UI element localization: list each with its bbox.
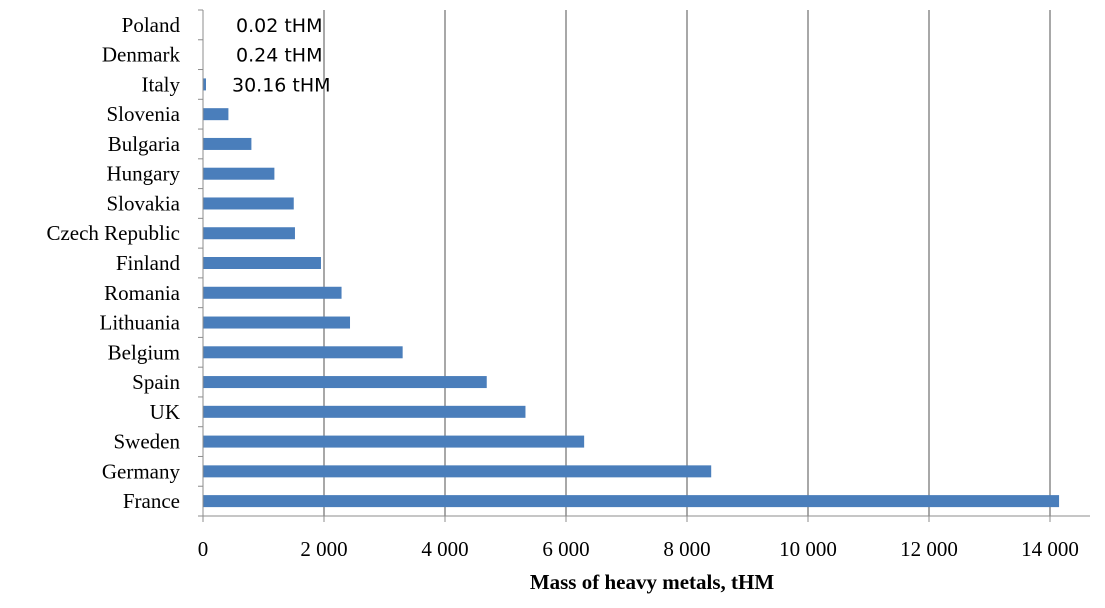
category-label: France: [123, 489, 180, 513]
bar-lithuania: [203, 316, 351, 329]
x-tick-label: 8 000: [663, 537, 710, 561]
x-tick-label: 0: [198, 537, 209, 561]
bar-germany: [203, 465, 712, 478]
bar-romania: [203, 286, 342, 299]
bar-france: [203, 495, 1060, 508]
bar-sweden: [203, 435, 585, 448]
category-label: Bulgaria: [108, 132, 181, 156]
annotation-denmark: 0.24 tHM: [236, 45, 322, 67]
bar-spain: [203, 376, 487, 389]
x-tick-label: 12 000: [900, 537, 958, 561]
category-label: Denmark: [102, 43, 181, 67]
category-label: Belgium: [108, 340, 180, 364]
category-label: Romania: [104, 281, 180, 305]
x-tick-labels: 0 2 000 4 000 6 000 8 000 10 000 12 000 14 000: [198, 537, 1079, 561]
bar-italy: [203, 78, 206, 91]
category-label: Italy: [142, 72, 181, 96]
annotations: 0.02 tHM 0.24 tHM 30.16 tHM: [232, 15, 331, 97]
bars: [203, 78, 1060, 508]
category-label: Slovenia: [107, 102, 181, 126]
x-axis-label: Mass of heavy metals, tHM: [530, 570, 775, 594]
bar-bulgaria: [203, 137, 252, 150]
category-label: Spain: [132, 370, 180, 394]
annotation-poland: 0.02 tHM: [236, 15, 322, 37]
annotation-italy: 30.16 tHM: [232, 74, 331, 96]
x-tick-label: 10 000: [779, 537, 837, 561]
bar-belgium: [203, 346, 403, 359]
category-label: Poland: [122, 13, 181, 37]
category-label: Slovakia: [107, 191, 181, 215]
category-label: UK: [150, 400, 180, 424]
bar-slovenia: [203, 108, 229, 121]
bar-finland: [203, 257, 321, 269]
gridlines: [323, 10, 1051, 516]
x-tick-label: 6 000: [542, 537, 589, 561]
bar-czech-republic: [203, 227, 295, 240]
category-label: Hungary: [107, 162, 181, 186]
x-tick-label: 14 000: [1021, 537, 1079, 561]
category-label: Sweden: [114, 430, 181, 454]
bar-uk: [203, 405, 526, 418]
category-labels: Poland Denmark Italy Slovenia Bulgaria Hungar…: [46, 13, 180, 513]
bar-slovakia: [203, 197, 294, 210]
category-label: Lithuania: [100, 311, 181, 335]
x-tick-label: 2 000: [300, 537, 347, 561]
x-tick-label: 4 000: [421, 537, 468, 561]
bar-hungary: [203, 167, 275, 180]
category-label: Czech Republic: [46, 221, 180, 245]
category-label: Finland: [116, 251, 181, 275]
category-label: Germany: [102, 459, 181, 483]
axes: [198, 9, 1090, 522]
